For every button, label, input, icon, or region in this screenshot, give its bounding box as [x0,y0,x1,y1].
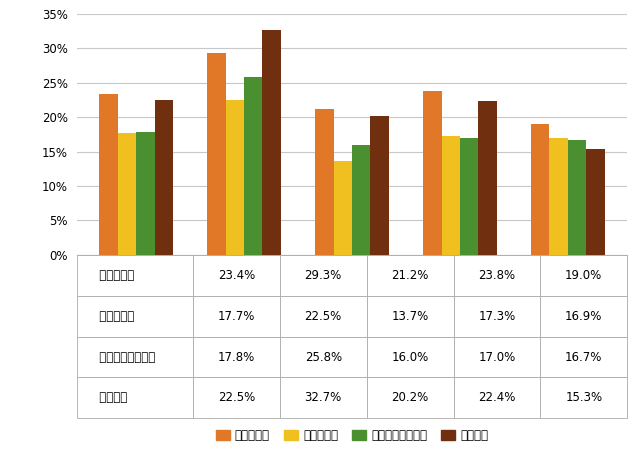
Bar [423,91,442,255]
Legend: 部長クラス, 課長クラス, 係長・主任クラス, 役職なし: 部長クラス, 課長クラス, 係長・主任クラス, 役職なし [216,429,488,442]
Bar [154,100,173,255]
Bar [99,94,118,255]
Bar [136,132,154,255]
Bar [118,133,136,255]
FancyBboxPatch shape [7,459,17,462]
Bar [568,140,586,255]
Bar [262,30,281,255]
Bar [550,139,568,255]
Bar [531,124,550,255]
Bar [207,53,226,255]
Bar [316,109,333,255]
FancyBboxPatch shape [7,459,17,462]
FancyBboxPatch shape [7,459,17,462]
Bar [442,136,460,255]
Bar [371,116,388,255]
FancyBboxPatch shape [7,459,17,462]
Bar [244,77,262,255]
Bar [352,145,371,255]
Bar [460,138,478,255]
Bar [478,101,497,255]
Bar [586,150,605,255]
Bar [333,160,352,255]
Bar [226,100,244,255]
